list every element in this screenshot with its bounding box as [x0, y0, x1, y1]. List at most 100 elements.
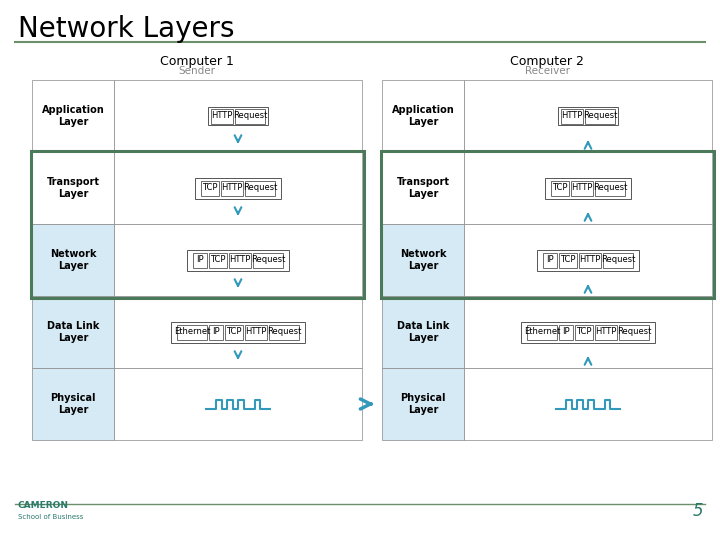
Bar [190, 251, 286, 269]
Text: HTTP: HTTP [580, 255, 600, 265]
Text: Physical
Layer: Physical Layer [50, 393, 96, 415]
Text: IP: IP [212, 327, 220, 336]
Text: TCP: TCP [576, 327, 592, 336]
Bar [382, 368, 464, 440]
Bar [32, 296, 114, 368]
Bar [114, 224, 362, 296]
Bar [229, 253, 251, 267]
Bar [527, 325, 557, 340]
Text: Ethernet: Ethernet [174, 327, 210, 336]
Bar [464, 80, 712, 152]
Bar [32, 152, 114, 224]
Bar [561, 109, 583, 124]
Text: Network
Layer: Network Layer [400, 249, 446, 271]
Bar [464, 224, 712, 296]
Text: Application
Layer: Application Layer [392, 105, 454, 127]
Bar [595, 325, 617, 340]
Bar [195, 178, 281, 199]
Text: IP: IP [546, 255, 554, 265]
Bar [382, 80, 464, 152]
Text: Request: Request [267, 327, 301, 336]
Text: Physical
Layer: Physical Layer [400, 393, 446, 415]
Bar [32, 224, 114, 296]
Bar [545, 178, 631, 199]
Text: Network Layers: Network Layers [18, 15, 235, 43]
Text: HTTP: HTTP [211, 111, 233, 120]
Bar [382, 296, 464, 368]
Text: HTTP: HTTP [246, 327, 266, 336]
Bar [380, 151, 714, 298]
Bar [114, 368, 362, 440]
Bar [114, 296, 362, 368]
Text: Sender: Sender [179, 66, 215, 76]
Text: Data Link
Layer: Data Link Layer [397, 321, 449, 343]
Bar [558, 107, 618, 125]
Bar [521, 321, 655, 342]
Bar [595, 180, 625, 195]
Text: Network
Layer: Network Layer [50, 249, 96, 271]
Bar [187, 249, 289, 271]
Bar [193, 253, 207, 267]
Text: Request: Request [617, 327, 651, 336]
Bar [579, 253, 601, 267]
Bar [524, 323, 652, 341]
Text: Request: Request [582, 111, 617, 120]
Text: TCP: TCP [202, 184, 217, 192]
Bar [559, 325, 573, 340]
Text: School of Business: School of Business [18, 514, 84, 520]
Text: IP: IP [196, 255, 204, 265]
Bar [201, 180, 219, 195]
Text: Data Link
Layer: Data Link Layer [47, 321, 99, 343]
Bar [114, 152, 362, 224]
Bar [32, 368, 114, 440]
Text: Computer 2: Computer 2 [510, 55, 584, 68]
Bar [537, 249, 639, 271]
Text: Transport
Layer: Transport Layer [397, 177, 449, 199]
Text: HTTP: HTTP [562, 111, 582, 120]
Bar [551, 180, 569, 195]
Text: Request: Request [243, 184, 277, 192]
Text: Request: Request [600, 255, 635, 265]
Bar [464, 152, 712, 224]
Bar [269, 325, 299, 340]
Text: Receiver: Receiver [524, 66, 570, 76]
Bar [225, 325, 243, 340]
Bar [575, 325, 593, 340]
Text: TCP: TCP [552, 184, 568, 192]
Text: HTTP: HTTP [595, 327, 617, 336]
Bar [548, 179, 628, 197]
Bar [540, 251, 636, 269]
Bar [221, 180, 243, 195]
Bar [114, 80, 362, 152]
Text: TCP: TCP [226, 327, 242, 336]
Bar [245, 180, 275, 195]
Bar [177, 325, 207, 340]
Bar [208, 107, 268, 125]
Bar [198, 179, 278, 197]
Bar [603, 253, 633, 267]
Text: IP: IP [562, 327, 570, 336]
Text: CAMERON: CAMERON [18, 501, 69, 510]
Text: TCP: TCP [560, 255, 576, 265]
Bar [245, 325, 267, 340]
Text: 5: 5 [693, 502, 703, 520]
Bar [253, 253, 283, 267]
Bar [571, 180, 593, 195]
Text: TCP: TCP [210, 255, 226, 265]
Bar [559, 253, 577, 267]
Bar [543, 253, 557, 267]
Bar [174, 323, 302, 341]
Text: Request: Request [593, 184, 627, 192]
Bar [382, 224, 464, 296]
Text: Request: Request [233, 111, 267, 120]
Bar [171, 321, 305, 342]
Bar [585, 109, 615, 124]
Bar [209, 325, 223, 340]
Bar [464, 296, 712, 368]
Bar [32, 80, 114, 152]
Bar [30, 151, 364, 298]
Bar [235, 109, 265, 124]
Bar [619, 325, 649, 340]
Text: Computer 1: Computer 1 [160, 55, 234, 68]
Text: Ethernet: Ethernet [524, 327, 560, 336]
